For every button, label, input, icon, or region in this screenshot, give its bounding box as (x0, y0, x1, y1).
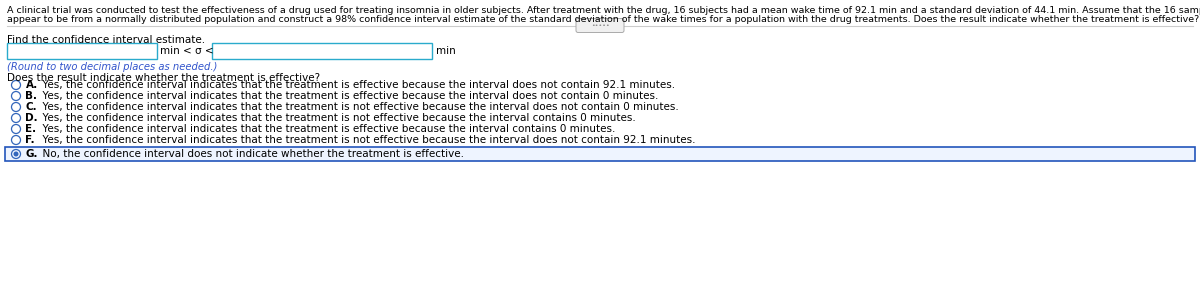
Text: appear to be from a normally distributed population and construct a 98% confiden: appear to be from a normally distributed… (7, 15, 1199, 24)
Text: Yes, the confidence interval indicates that the treatment is effective because t: Yes, the confidence interval indicates t… (36, 80, 676, 90)
Text: G.: G. (25, 149, 38, 159)
Text: (Round to two decimal places as needed.): (Round to two decimal places as needed.) (7, 62, 217, 72)
Text: A clinical trial was conducted to test the effectiveness of a drug used for trea: A clinical trial was conducted to test t… (7, 6, 1200, 15)
Text: B.: B. (25, 91, 37, 101)
Text: Yes, the confidence interval indicates that the treatment is not effective becau: Yes, the confidence interval indicates t… (36, 135, 696, 145)
Circle shape (12, 103, 20, 111)
Text: Yes, the confidence interval indicates that the treatment is effective because t: Yes, the confidence interval indicates t… (36, 91, 659, 101)
Text: Does the result indicate whether the treatment is effective?: Does the result indicate whether the tre… (7, 73, 320, 83)
Text: min < σ <: min < σ < (160, 46, 214, 56)
Text: A.: A. (25, 80, 37, 90)
Text: D.: D. (25, 113, 38, 123)
Text: E.: E. (25, 124, 37, 134)
Circle shape (12, 91, 20, 101)
Circle shape (12, 80, 20, 89)
Circle shape (12, 135, 20, 144)
Circle shape (13, 152, 18, 156)
Text: Yes, the confidence interval indicates that the treatment is effective because t: Yes, the confidence interval indicates t… (36, 124, 616, 134)
Text: Yes, the confidence interval indicates that the treatment is not effective becau: Yes, the confidence interval indicates t… (36, 102, 679, 112)
FancyBboxPatch shape (7, 43, 157, 59)
Circle shape (12, 113, 20, 123)
Text: Yes, the confidence interval indicates that the treatment is not effective becau: Yes, the confidence interval indicates t… (36, 113, 636, 123)
FancyBboxPatch shape (212, 43, 432, 59)
Circle shape (12, 125, 20, 133)
Text: Find the confidence interval estimate.: Find the confidence interval estimate. (7, 35, 205, 45)
Text: •••••: ••••• (590, 23, 610, 28)
FancyBboxPatch shape (5, 147, 1195, 161)
FancyBboxPatch shape (576, 19, 624, 32)
Text: C.: C. (25, 102, 37, 112)
Circle shape (12, 150, 20, 158)
Text: F.: F. (25, 135, 35, 145)
Text: min: min (436, 46, 456, 56)
Text: No, the confidence interval does not indicate whether the treatment is effective: No, the confidence interval does not ind… (36, 149, 464, 159)
